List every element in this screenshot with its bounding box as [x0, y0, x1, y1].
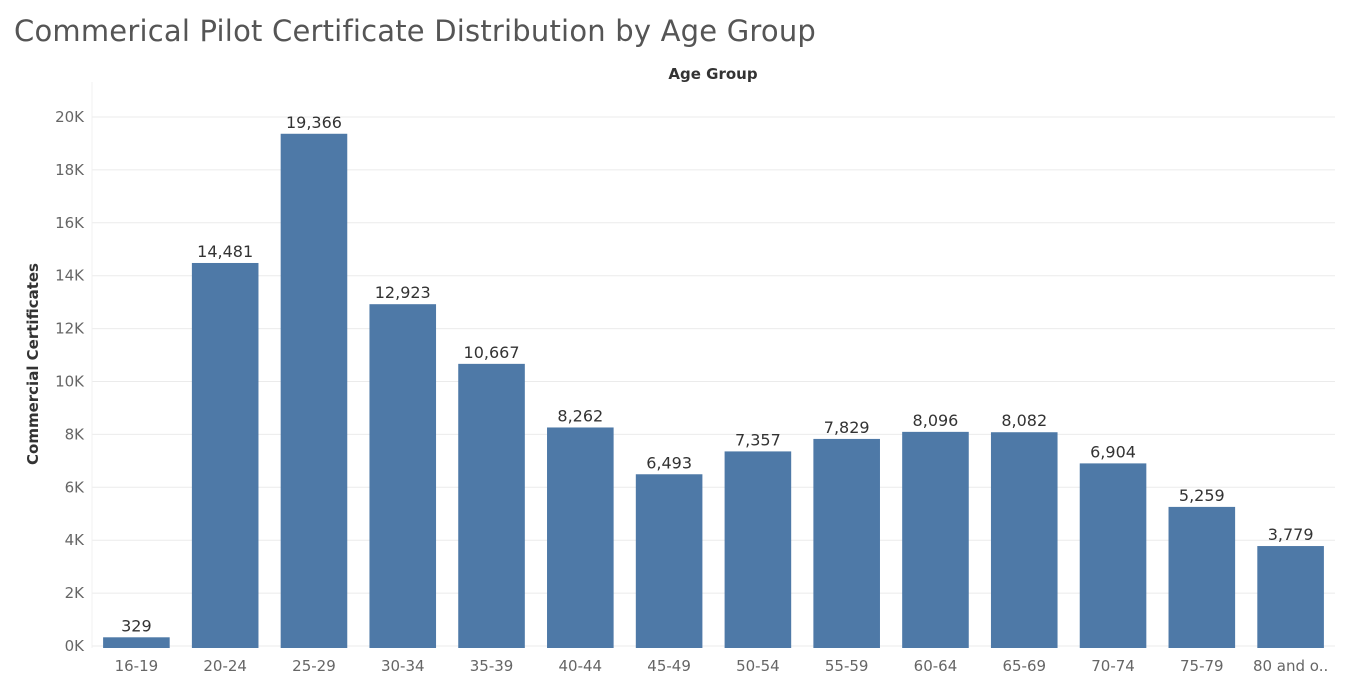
bar [635, 474, 703, 648]
y-axis-title: Commercial Certificates [24, 263, 42, 465]
y-tick-label: 0K [65, 637, 86, 655]
data-label: 7,357 [735, 430, 781, 449]
x-tick-label: 16-19 [115, 657, 159, 675]
x-tick-label: 70-74 [1091, 657, 1135, 675]
y-tick-label: 6K [65, 478, 86, 496]
x-axis: 16-19 20-24 25-29 30-34 35-39 40-44 45-49 50-54… [115, 657, 1329, 675]
data-label: 14,481 [197, 242, 253, 261]
bar [547, 427, 614, 648]
data-label: 8,082 [1001, 411, 1047, 430]
bar [369, 304, 437, 648]
bar [1257, 546, 1324, 648]
x-tick-label: 65-69 [1002, 657, 1046, 675]
bar [458, 363, 525, 648]
bar [902, 431, 969, 648]
bar [990, 432, 1058, 648]
data-label: 12,923 [375, 283, 431, 302]
x-tick-label: 55-59 [825, 657, 869, 675]
x-tick-label: 75-79 [1180, 657, 1224, 675]
x-axis-title: Age Group [668, 65, 757, 83]
x-tick-label: 45-49 [647, 657, 691, 675]
data-labels: 329 14,481 19,366 12,923 10,667 8,262 6,493 7,3… [121, 113, 1313, 636]
x-tick-label: 25-29 [292, 657, 336, 675]
x-tick-label: 35-39 [470, 657, 514, 675]
y-tick-label: 18K [55, 161, 85, 179]
bar [103, 637, 170, 648]
x-tick-label: 80 and o.. [1253, 657, 1328, 675]
y-tick-label: 8K [65, 425, 86, 443]
data-label: 6,904 [1090, 442, 1136, 461]
y-tick-label: 10K [55, 373, 85, 391]
x-tick-label: 40-44 [559, 657, 603, 675]
chart-title: Commerical Pilot Certificate Distributio… [14, 14, 817, 48]
bar [191, 262, 259, 648]
y-tick-label: 4K [65, 531, 86, 549]
data-label: 19,366 [286, 113, 342, 132]
data-label: 8,096 [913, 411, 959, 430]
y-tick-label: 2K [65, 584, 86, 602]
data-label: 7,829 [824, 418, 870, 437]
bar [1079, 463, 1147, 648]
bar [813, 438, 880, 648]
gridlines [92, 116, 1335, 647]
x-tick-label: 50-54 [736, 657, 780, 675]
data-label: 8,262 [557, 406, 603, 425]
bar [724, 451, 792, 648]
x-tick-label: 60-64 [914, 657, 958, 675]
bar [1168, 506, 1236, 648]
y-tick-label: 14K [55, 267, 85, 285]
y-axis: 0K 2K 4K 6K 8K 10K 12K 14K 16K 18K 20K [55, 82, 93, 655]
y-tick-label: 12K [55, 320, 85, 338]
bar [280, 133, 348, 649]
y-tick-label: 20K [55, 108, 85, 126]
data-label: 6,493 [646, 453, 692, 472]
data-label: 5,259 [1179, 486, 1225, 505]
x-tick-label: 20-24 [203, 657, 247, 675]
bars [103, 133, 1324, 649]
data-label: 10,667 [464, 343, 520, 362]
data-label: 329 [121, 616, 152, 635]
x-tick-label: 30-34 [381, 657, 425, 675]
data-label: 3,779 [1268, 525, 1314, 544]
y-tick-label: 16K [55, 214, 85, 232]
